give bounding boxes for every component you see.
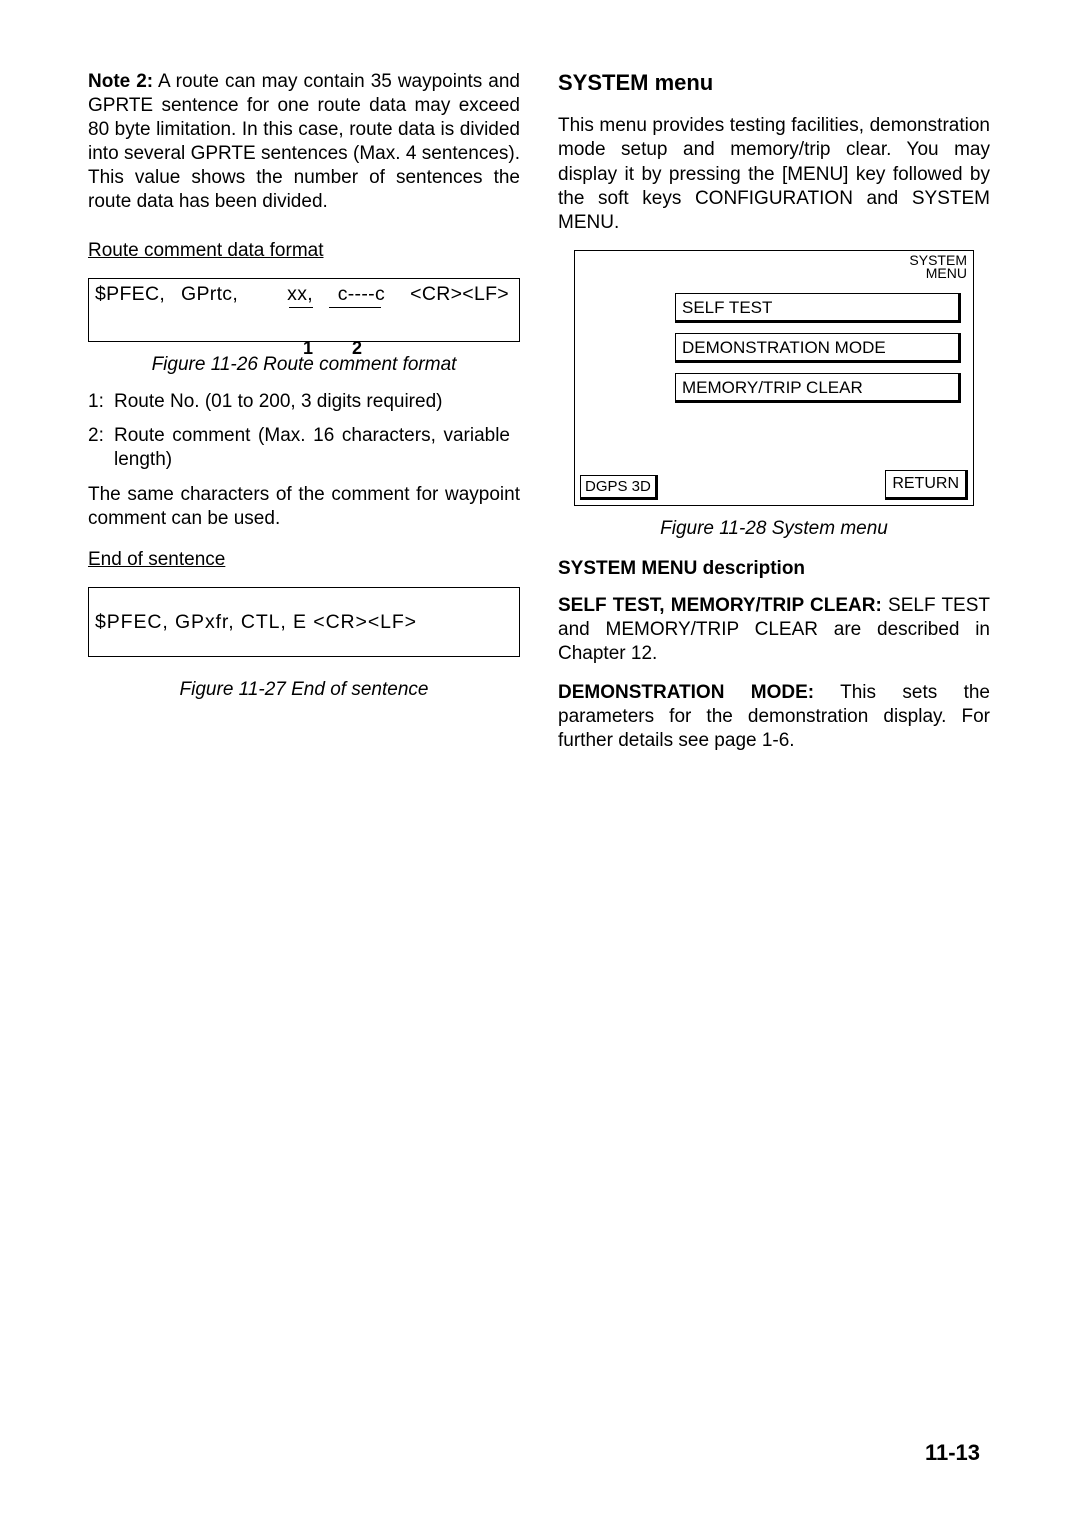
item-text: Route No. (01 to 200, 3 digits required) (114, 390, 510, 414)
item-number: 2: (88, 424, 114, 448)
marker-underline (329, 307, 381, 308)
note2-label: Note 2: (88, 71, 153, 92)
desc-p1: SELF TEST, MEMORY/TRIP CLEAR: SELF TEST … (558, 594, 990, 667)
sys-item-memory-clear: MEMORY/TRIP CLEAR (675, 373, 961, 403)
item-number: 1: (88, 390, 114, 414)
system-menu-title: SYSTEM MENU (909, 254, 967, 281)
desc-p2-label: DEMONSTRATION MODE: (558, 682, 814, 703)
eos-codebox: $PFEC, GPxfr, CTL, E <CR><LF> (88, 587, 520, 657)
route-comment-heading: Route comment data format (88, 240, 520, 262)
sys-item-self-test: SELF TEST (675, 293, 961, 323)
eos-code-text: $PFEC, GPxfr, CTL, E <CR><LF> (95, 611, 417, 634)
page-number: 11-13 (925, 1440, 980, 1466)
system-menu-intro: This menu provides testing facilities, d… (558, 114, 990, 236)
eos-heading: End of sentence (88, 549, 520, 571)
sys-badge-dgps: DGPS 3D (580, 475, 658, 500)
code-seg: GPrtc, (181, 283, 263, 306)
sys-return-button: RETURN (885, 470, 968, 500)
left-column: Note 2: A route can may contain 35 waypo… (88, 70, 520, 767)
same-chars-text: The same characters of the comment for w… (88, 483, 520, 532)
marker-2: 2 (352, 338, 362, 359)
sys-title-line2: MENU (926, 265, 967, 281)
figure-caption-27: Figure 11-27 End of sentence (88, 679, 520, 701)
code-seg: <CR><LF> (385, 283, 509, 306)
code-seg: xx, (263, 283, 313, 306)
figure-caption-28: Figure 11-28 System menu (558, 518, 990, 540)
desc-p1-label: SELF TEST, MEMORY/TRIP CLEAR: (558, 595, 882, 616)
route-comment-codebox: $PFEC, GPrtc, xx, c----c <CR><LF> 1 2 (88, 278, 520, 342)
note2-paragraph: Note 2: A route can may contain 35 waypo… (88, 70, 520, 214)
marker-underline (289, 307, 313, 308)
sys-item-demo-mode: DEMONSTRATION MODE (675, 333, 961, 363)
item-text: Route comment (Max. 16 characters, varia… (114, 424, 510, 473)
code-line: $PFEC, GPrtc, xx, c----c <CR><LF> (95, 283, 513, 306)
note2-text: A route can may contain 35 waypoints and… (88, 71, 520, 212)
list-item-1: 1:Route No. (01 to 200, 3 digits require… (88, 390, 520, 414)
code-seg: $PFEC, (95, 283, 181, 306)
same-chars-paragraph: The same characters of the comment for w… (88, 483, 520, 532)
code-seg: c----c (313, 283, 385, 306)
right-column: SYSTEM menu This menu provides testing f… (558, 70, 990, 767)
marker-1: 1 (303, 338, 313, 359)
system-menu-figure: SYSTEM MENU SELF TEST DEMONSTRATION MODE… (574, 250, 974, 506)
system-menu-desc-heading: SYSTEM MENU description (558, 558, 990, 580)
system-menu-heading: SYSTEM menu (558, 70, 990, 96)
list-item-2: 2:Route comment (Max. 16 characters, var… (88, 424, 520, 473)
desc-p2: DEMONSTRATION MODE: This sets the parame… (558, 681, 990, 754)
